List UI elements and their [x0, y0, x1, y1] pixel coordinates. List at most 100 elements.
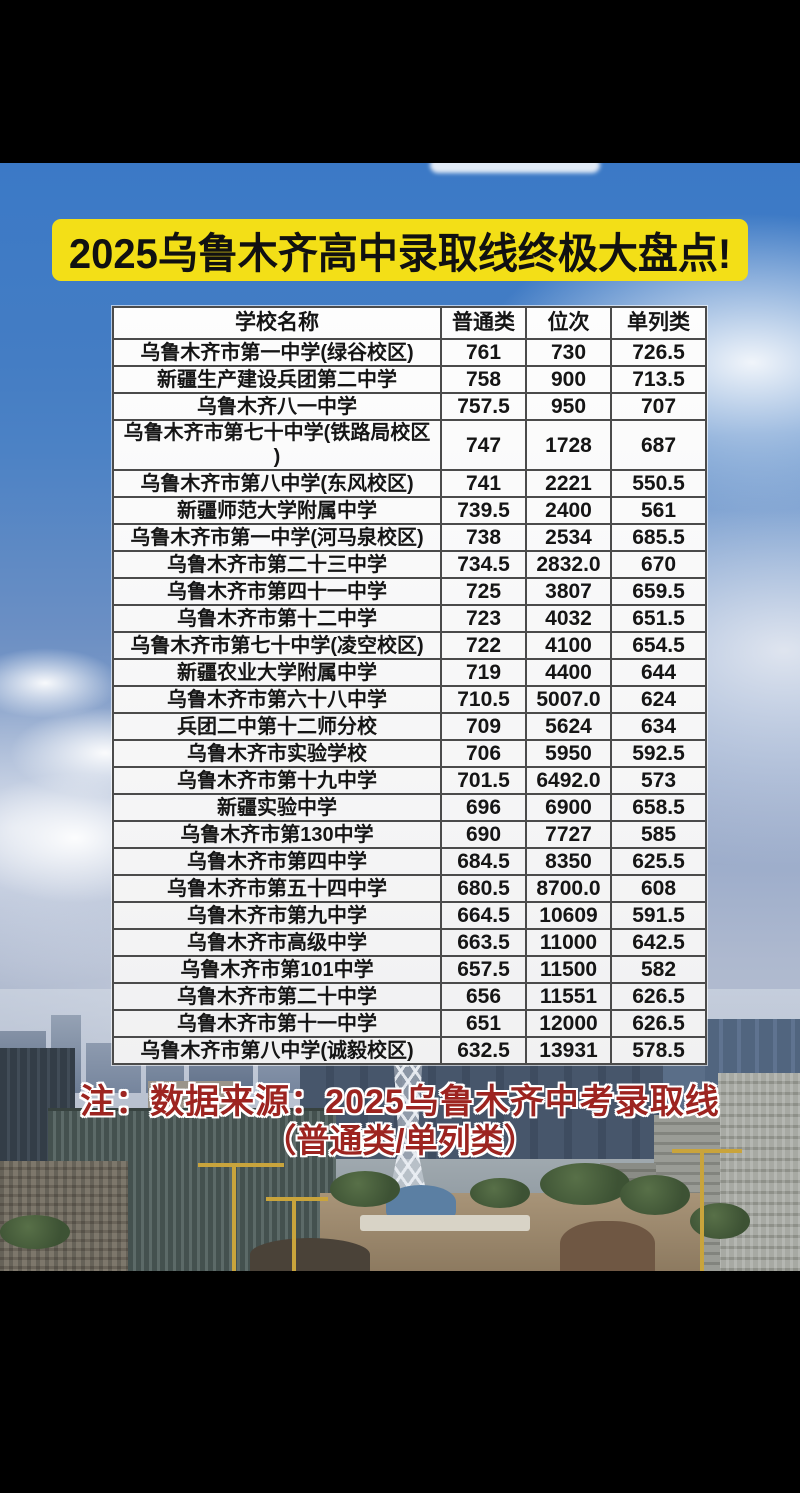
- score-cell: 687: [610, 419, 707, 471]
- score-cell: 5007.0: [525, 685, 612, 714]
- table-row: 乌鲁木齐市实验学校 706 5950 592.5: [112, 739, 707, 768]
- trees: [620, 1175, 690, 1215]
- school-name-cell: 新疆生产建设兵团第二中学: [112, 365, 442, 394]
- score-cell: 550.5: [610, 469, 707, 498]
- score-cell: 758: [440, 365, 527, 394]
- dirt-mound: [560, 1221, 655, 1271]
- score-cell: 690: [440, 820, 527, 849]
- trees: [0, 1215, 70, 1249]
- table-row: 乌鲁木齐市第四十一中学 725 3807 659.5: [112, 577, 707, 606]
- school-name-cell: 乌鲁木齐市第十一中学: [112, 1009, 442, 1038]
- page-title: 2025乌鲁木齐高中录取线终极大盘点!: [68, 231, 732, 278]
- score-cell: 761: [440, 338, 527, 367]
- score-cell: 634: [610, 712, 707, 741]
- school-name-cell: 乌鲁木齐市第八中学(诚毅校区): [112, 1036, 442, 1065]
- score-cell: 12000: [525, 1009, 612, 1038]
- school-name-cell: 乌鲁木齐市第二十三中学: [112, 550, 442, 579]
- table-row: 乌鲁木齐市第101中学 657.5 11500 582: [112, 955, 707, 984]
- school-name-cell: 乌鲁木齐市实验学校: [112, 739, 442, 768]
- score-cell: 644: [610, 658, 707, 687]
- table-row: 乌鲁木齐市第四中学 684.5 8350 625.5: [112, 847, 707, 876]
- table-row: 乌鲁木齐市第八中学(东风校区) 741 2221 550.5: [112, 469, 707, 498]
- table-row: 乌鲁木齐市第130中学 690 7727 585: [112, 820, 707, 849]
- score-cell: 658.5: [610, 793, 707, 822]
- score-cell: 582: [610, 955, 707, 984]
- score-cell: 573: [610, 766, 707, 795]
- admission-score-table: 学校名称 普通类 位次 单列类 乌鲁木齐市第一中学(绿谷校区) 761 730 726…: [112, 306, 707, 1065]
- score-cell: 730: [525, 338, 612, 367]
- trees: [330, 1171, 400, 1207]
- score-cell: 4032: [525, 604, 612, 633]
- school-name-cell: 兵团二中第十二师分校: [112, 712, 442, 741]
- score-cell: 8700.0: [525, 874, 612, 903]
- score-cell: 6492.0: [525, 766, 612, 795]
- score-cell: 722: [440, 631, 527, 660]
- crane: [292, 1197, 296, 1271]
- score-cell: 684.5: [440, 847, 527, 876]
- score-cell: 747: [440, 419, 527, 471]
- score-cell: 2534: [525, 523, 612, 552]
- score-cell: 706: [440, 739, 527, 768]
- score-cell: 625.5: [610, 847, 707, 876]
- school-name-cell: 乌鲁木齐市第101中学: [112, 955, 442, 984]
- crane: [198, 1163, 284, 1167]
- score-cell: 659.5: [610, 577, 707, 606]
- score-cell: 723: [440, 604, 527, 633]
- table-row: 乌鲁木齐市第七十中学(凌空校区) 722 4100 654.5: [112, 631, 707, 660]
- score-cell: 11000: [525, 928, 612, 957]
- crane: [672, 1149, 742, 1153]
- table-row: 兵团二中第十二师分校 709 5624 634: [112, 712, 707, 741]
- school-name-cell: 新疆实验中学: [112, 793, 442, 822]
- table-row: 乌鲁木齐市第七十中学(铁路局校区 ) 747 1728 687: [112, 419, 707, 471]
- score-cell: 685.5: [610, 523, 707, 552]
- score-cell: 707: [610, 392, 707, 421]
- score-cell: 696: [440, 793, 527, 822]
- school-name-cell: 乌鲁木齐市第七十中学(凌空校区): [112, 631, 442, 660]
- score-cell: 592.5: [610, 739, 707, 768]
- table-row: 乌鲁木齐市第十一中学 651 12000 626.5: [112, 1009, 707, 1038]
- dirt-mound: [250, 1238, 370, 1271]
- table-row: 乌鲁木齐市第一中学(绿谷校区) 761 730 726.5: [112, 338, 707, 367]
- school-name-cell: 乌鲁木齐市第二十中学: [112, 982, 442, 1011]
- score-cell: 656: [440, 982, 527, 1011]
- trees: [690, 1203, 750, 1239]
- header-school-name: 学校名称: [112, 306, 442, 340]
- table-row: 新疆实验中学 696 6900 658.5: [112, 793, 707, 822]
- school-name-cell: 新疆师范大学附属中学: [112, 496, 442, 525]
- score-cell: 3807: [525, 577, 612, 606]
- cloud: [0, 648, 120, 718]
- school-name-cell: 乌鲁木齐市第六十八中学: [112, 685, 442, 714]
- score-cell: 734.5: [440, 550, 527, 579]
- score-cell: 757.5: [440, 392, 527, 421]
- cloud: [430, 163, 600, 173]
- score-cell: 1728: [525, 419, 612, 471]
- table-row: 新疆农业大学附属中学 719 4400 644: [112, 658, 707, 687]
- score-cell: 561: [610, 496, 707, 525]
- table-row: 乌鲁木齐市第十九中学 701.5 6492.0 573: [112, 766, 707, 795]
- table-row: 乌鲁木齐市第一中学(河马泉校区) 738 2534 685.5: [112, 523, 707, 552]
- score-cell: 680.5: [440, 874, 527, 903]
- score-cell: 626.5: [610, 1009, 707, 1038]
- score-cell: 709: [440, 712, 527, 741]
- score-cell: 654.5: [610, 631, 707, 660]
- school-name-cell: 乌鲁木齐市第一中学(河马泉校区): [112, 523, 442, 552]
- score-cell: 725: [440, 577, 527, 606]
- score-cell: 7727: [525, 820, 612, 849]
- score-cell: 651: [440, 1009, 527, 1038]
- table-row: 乌鲁木齐市第八中学(诚毅校区) 632.5 13931 578.5: [112, 1036, 707, 1065]
- data-source-note: 注：数据来源：2025乌鲁木齐中考录取线 （普通类/单列类）: [0, 1082, 800, 1160]
- table-row: 新疆师范大学附属中学 739.5 2400 561: [112, 496, 707, 525]
- score-cell: 585: [610, 820, 707, 849]
- score-cell: 950: [525, 392, 612, 421]
- score-cell: 11551: [525, 982, 612, 1011]
- table-row: 乌鲁木齐市第二十中学 656 11551 626.5: [112, 982, 707, 1011]
- score-cell: 626.5: [610, 982, 707, 1011]
- note-line-1: 注：数据来源：2025乌鲁木齐中考录取线: [80, 1083, 720, 1121]
- trees: [540, 1163, 630, 1205]
- score-cell: 5950: [525, 739, 612, 768]
- score-cell: 664.5: [440, 901, 527, 930]
- score-cell: 5624: [525, 712, 612, 741]
- score-cell: 6900: [525, 793, 612, 822]
- score-cell: 710.5: [440, 685, 527, 714]
